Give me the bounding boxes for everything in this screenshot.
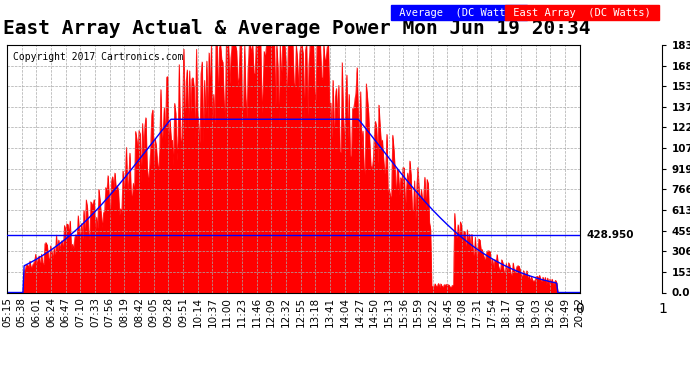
Text: 18:17: 18:17 — [501, 297, 511, 327]
Text: 07:56: 07:56 — [105, 297, 115, 327]
Text: 16:45: 16:45 — [442, 297, 453, 327]
Text: 19:26: 19:26 — [545, 297, 555, 327]
Text: East Array  (DC Watts): East Array (DC Watts) — [507, 8, 657, 18]
Text: 13:41: 13:41 — [325, 297, 335, 327]
Text: 17:08: 17:08 — [457, 297, 467, 327]
Text: 19:49: 19:49 — [560, 297, 570, 327]
Text: 12:32: 12:32 — [281, 297, 291, 327]
Text: 10:14: 10:14 — [193, 297, 203, 327]
Text: 07:33: 07:33 — [90, 297, 100, 327]
Text: 06:24: 06:24 — [46, 297, 56, 327]
Text: Copyright 2017 Cartronics.com: Copyright 2017 Cartronics.com — [12, 53, 183, 62]
Text: 11:46: 11:46 — [252, 297, 262, 327]
Text: 17:31: 17:31 — [472, 297, 482, 327]
Text: 10:37: 10:37 — [208, 297, 217, 327]
Text: Average  (DC Watts): Average (DC Watts) — [393, 8, 524, 18]
Text: 15:59: 15:59 — [413, 297, 423, 327]
Text: 20:12: 20:12 — [575, 297, 584, 327]
Text: 18:40: 18:40 — [516, 297, 526, 327]
Text: 11:23: 11:23 — [237, 297, 247, 327]
Text: 09:51: 09:51 — [178, 297, 188, 327]
Text: 14:27: 14:27 — [355, 297, 364, 327]
Text: 13:18: 13:18 — [310, 297, 320, 327]
Text: 15:36: 15:36 — [398, 297, 408, 327]
Text: 17:54: 17:54 — [486, 297, 497, 327]
Text: 12:55: 12:55 — [295, 297, 306, 327]
Text: East Array Actual & Average Power Mon Jun 19 20:34: East Array Actual & Average Power Mon Ju… — [3, 19, 591, 38]
Text: 08:42: 08:42 — [134, 297, 144, 327]
Text: 11:00: 11:00 — [222, 297, 232, 327]
Text: 428.950: 428.950 — [586, 230, 634, 240]
Text: 08:19: 08:19 — [119, 297, 130, 327]
Text: 14:50: 14:50 — [369, 297, 379, 327]
Text: 05:38: 05:38 — [17, 297, 27, 327]
Text: 06:01: 06:01 — [31, 297, 41, 327]
Text: 16:22: 16:22 — [428, 297, 437, 327]
Text: 06:47: 06:47 — [61, 297, 70, 327]
Text: 15:13: 15:13 — [384, 297, 394, 327]
Text: 05:15: 05:15 — [2, 297, 12, 327]
Text: 09:28: 09:28 — [164, 297, 173, 327]
Text: 14:04: 14:04 — [339, 297, 350, 327]
Text: 09:05: 09:05 — [149, 297, 159, 327]
Text: 12:09: 12:09 — [266, 297, 276, 327]
Text: 19:03: 19:03 — [531, 297, 540, 327]
Text: 07:10: 07:10 — [75, 297, 86, 327]
